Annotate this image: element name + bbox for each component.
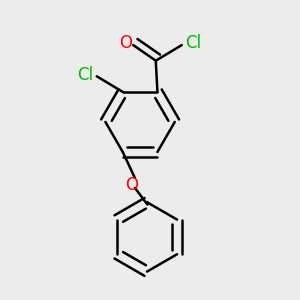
Text: Cl: Cl <box>185 34 201 52</box>
Text: Cl: Cl <box>77 66 93 84</box>
Text: O: O <box>125 176 138 194</box>
Text: O: O <box>119 34 133 52</box>
